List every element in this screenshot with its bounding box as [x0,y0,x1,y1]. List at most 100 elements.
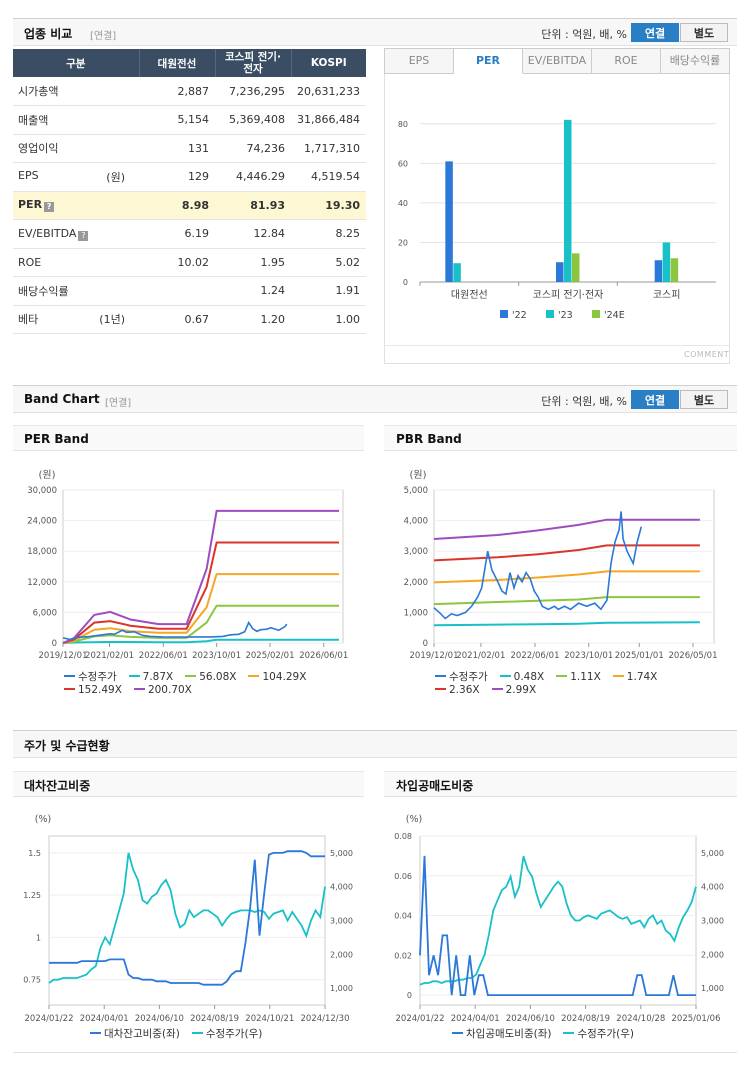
y-unit-label: (%) [35,814,51,825]
row-label-cell: 매출액 [13,105,139,135]
value-cell: 1.00 [291,305,366,334]
section-title: 주가 및 수급현황 [24,739,110,753]
y-tick: 1,000 [404,608,428,618]
legend-label: 56.08X [199,671,237,683]
legend-item: 수정주가 [435,671,488,684]
y-left-tick: 0.08 [394,832,412,841]
section-title: 업종 비교 [24,27,73,41]
legend-label: 1.74X [626,671,658,683]
x-tick-label: 코스피 [653,289,681,301]
unit-label: 단위 : 억원, 배, % [541,28,627,41]
y-unit-label: (원) [409,469,426,481]
help-icon[interactable]: ? [44,202,55,213]
value-cell: 1.91 [291,276,366,306]
row-label: EPS [18,168,39,182]
industry-compare-header: 업종 비교 [연결] 단위 : 억원, 배, % 연결 별도 [13,18,737,46]
x-tick: 2023/10/01 [564,651,613,661]
comment-toggle[interactable]: COMMENT [684,350,730,359]
legend-label: 200.70X [147,684,192,696]
legend-swatch [592,310,600,318]
tab-0[interactable]: EPS [384,48,454,74]
bar-22-2 [654,260,663,282]
bar-24E-2 [670,258,679,282]
x-tick: 2024/06/10 [135,1014,184,1023]
row-label: 시가총액 [18,85,59,98]
table-row: 베타 (1년) 0.67 1.20 1.00 [13,305,366,334]
row-label: 매출액 [18,113,49,127]
tab-4[interactable]: 배당수익률 [661,48,730,74]
legend-label: 수정주가 [78,671,117,683]
legend-item: 104.29X [248,671,306,684]
col-header: 구분 [13,49,140,77]
legend-swatch [452,1032,463,1034]
separate-toggle[interactable]: 별도 [680,23,728,42]
y-left-tick: 0.04 [394,912,412,921]
y-unit-label: (%) [406,814,422,825]
consolidated-toggle[interactable]: 연결 [631,23,679,42]
value-cell: 20,631,233 [291,77,366,106]
legend-swatch [546,310,554,318]
unit-label: 단위 : 억원, 배, % [541,395,627,408]
x-tick: 2025/01/06 [672,1014,721,1023]
legend-label: 2.99X [505,684,537,696]
y-left-tick: 0.75 [23,976,41,985]
tab-2[interactable]: EV/EBITDA [523,48,592,74]
value-cell: 5.02 [291,248,366,277]
y-tick: 60 [398,159,408,168]
per-compare-chart: 0 20 40 60 80 대원전선 코스피 전기·전자 코스피 '22 '23 '24E [398,119,716,321]
series-line-2 [433,596,700,606]
legend-swatch [64,675,75,677]
legend-swatch [500,310,508,318]
y-tick: 0 [403,278,408,287]
tab-1[interactable]: PER [454,48,523,74]
value-cell: 31,866,484 [291,105,366,135]
x-tick: 2024/08/19 [190,1014,239,1023]
y-tick: 0 [52,639,57,649]
separate-toggle[interactable]: 별도 [680,390,728,409]
value-cell: 4,519.54 [291,162,366,192]
legend-swatch [563,1032,575,1034]
help-icon[interactable]: ? [78,230,89,241]
x-tick: 2024/08/19 [561,1014,610,1023]
y-tick: 18,000 [27,547,57,557]
value-cell: 2,887 [139,77,215,106]
value-cell: 1.95 [215,248,291,277]
table-row: EV/EBITDA? 6.19 12.84 8.25 [13,219,366,249]
y-right-tick: 5,000 [701,849,724,858]
y-tick: 12,000 [27,578,57,588]
table-row: 시가총액 2,887 7,236,295 20,631,233 [13,77,366,106]
x-tick: 2021/02/01 [456,651,505,661]
legend-swatch [435,675,446,677]
value-cell: 7,236,295 [215,77,291,106]
tab-3[interactable]: ROE [592,48,661,74]
y-tick: 0 [423,639,428,649]
legend-label: 2.36X [449,684,480,696]
series-line-1 [433,621,700,627]
value-cell: 81.93 [215,191,291,220]
x-tick: 2024/12/30 [301,1014,350,1023]
legend-item: 7.87X [128,671,173,684]
value-cell: 0.67 [139,305,215,334]
series-line-5 [433,518,700,540]
y-tick: 20 [398,238,408,247]
x-tick-label: 코스피 전기·전자 [533,289,604,301]
consolidated-toggle[interactable]: 연결 [631,390,679,409]
loan-ratio-legend: 대차잔고비중(좌) 수정주가(우) [90,1028,350,1041]
bar-23-1 [564,119,572,282]
series-line-5 [62,509,339,644]
y-right-tick: 3,000 [330,917,353,926]
table-row: PER? 8.98 81.93 19.30 [13,191,366,220]
row-label-cell: 배당수익률 [13,276,139,306]
x-tick-label: 대원전선 [451,289,488,301]
legend-label: 대차잔고비중(좌) [104,1028,180,1040]
y-left-tick: 0.06 [394,872,412,881]
short-titlebar [384,771,737,797]
value-cell: 1,717,310 [291,134,366,163]
plot-frame [62,489,344,644]
x-tick: 2024/01/22 [396,1014,445,1023]
table-row: 배당수익률 1.24 1.91 [13,276,366,306]
table-row: 영업이익 131 74,236 1,717,310 [13,134,366,163]
ratio-line [419,855,696,996]
legend-item: 1.11X [556,671,601,684]
value-cell: 6.19 [139,219,215,249]
